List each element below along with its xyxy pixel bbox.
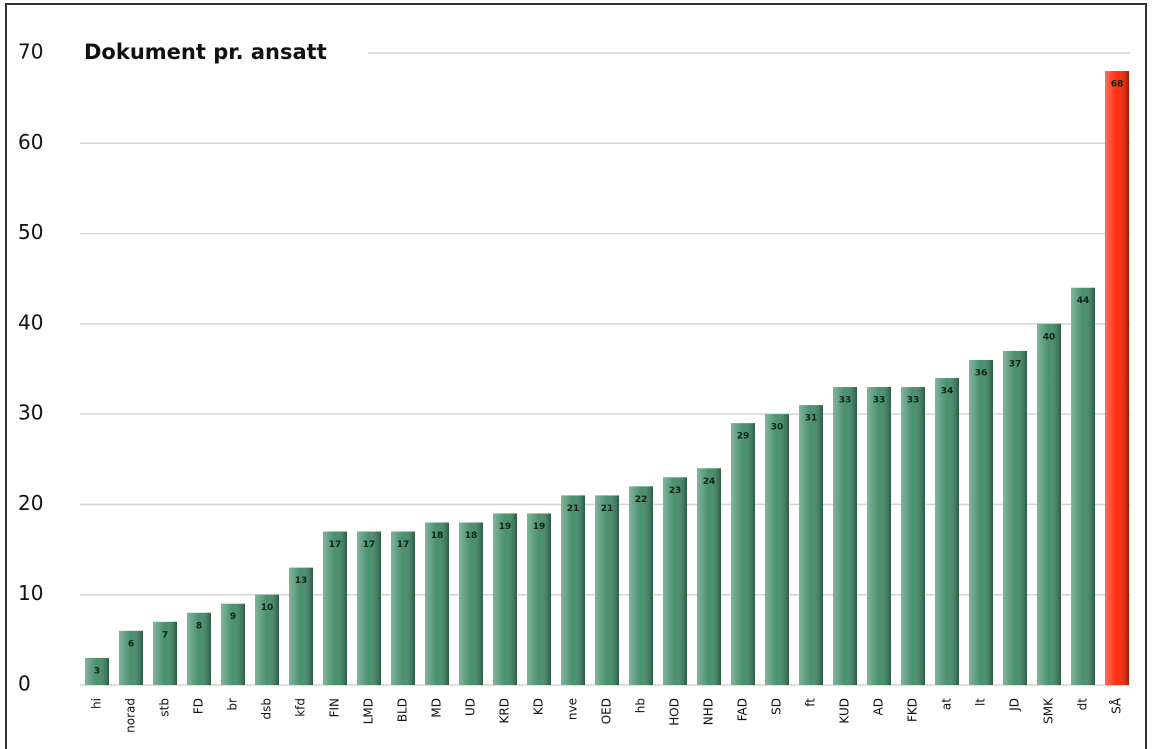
bar <box>323 531 347 685</box>
value-label: 17 <box>329 540 342 550</box>
value-label: 30 <box>771 423 784 433</box>
bar <box>867 387 891 685</box>
x-tick-label: SÅ <box>1109 697 1124 714</box>
value-label: 17 <box>397 540 410 550</box>
x-tick-label: stb <box>158 698 172 717</box>
value-label: 22 <box>635 495 648 505</box>
value-label: 34 <box>941 387 954 397</box>
bar <box>357 531 381 685</box>
frame <box>5 3 1147 749</box>
x-tick-label: at <box>940 698 954 710</box>
y-tick-label: 70 <box>18 40 43 64</box>
bar <box>425 522 449 685</box>
bar <box>1105 71 1129 686</box>
x-tick-label: HOD <box>668 698 682 726</box>
bar <box>935 378 959 685</box>
y-tick-label: 60 <box>18 130 43 154</box>
bar <box>595 495 619 685</box>
x-tick-label: BLD <box>396 698 410 722</box>
bar <box>493 513 517 685</box>
bar <box>459 522 483 685</box>
x-tick-label: hb <box>634 698 648 713</box>
value-label: 33 <box>839 396 852 406</box>
bar <box>901 387 925 685</box>
bar <box>1071 287 1095 685</box>
chart-title: Dokument pr. ansatt <box>84 40 327 64</box>
value-label: 13 <box>295 576 308 586</box>
x-tick-label: br <box>226 698 240 711</box>
value-label: 37 <box>1009 359 1022 369</box>
x-tick-label: KRD <box>498 698 512 723</box>
value-label: 21 <box>601 504 614 514</box>
value-label: 36 <box>975 368 988 378</box>
bar <box>629 486 653 685</box>
x-tick-label: dsb <box>260 698 274 720</box>
x-tick-label: SD <box>770 698 784 715</box>
value-label: 68 <box>1111 80 1124 90</box>
bar <box>391 531 415 685</box>
x-tick-label: norad <box>124 698 138 733</box>
bar <box>697 468 721 685</box>
value-label: 18 <box>465 531 478 541</box>
value-label: 3 <box>94 666 100 676</box>
x-tick-label: nve <box>566 698 580 720</box>
x-tick-label: SMK <box>1042 697 1056 724</box>
bar <box>765 414 789 685</box>
x-tick-label: FIN <box>328 698 342 717</box>
x-tick-label: UD <box>464 698 478 716</box>
value-label: 7 <box>162 630 168 640</box>
x-tick-label: FKD <box>906 698 920 722</box>
value-label: 33 <box>907 396 920 406</box>
x-tick-label: MD <box>430 698 444 718</box>
value-label: 24 <box>703 477 716 487</box>
value-label: 19 <box>533 522 546 532</box>
x-tick-label: lt <box>974 698 988 706</box>
bar <box>1003 350 1027 685</box>
x-tick-label: kfd <box>294 698 308 717</box>
x-tick-label: LMD <box>362 698 376 724</box>
value-label: 31 <box>805 414 818 424</box>
y-tick-label: 20 <box>18 491 43 515</box>
value-label: 40 <box>1043 332 1056 342</box>
x-tick-label: dt <box>1076 698 1090 711</box>
x-tick-label: FAD <box>736 698 750 721</box>
x-tick-label: KUD <box>838 698 852 724</box>
value-label: 29 <box>737 432 750 442</box>
value-label: 19 <box>499 522 512 532</box>
x-tick-label: KD <box>532 698 546 715</box>
bar <box>799 405 823 685</box>
bar <box>663 477 687 685</box>
x-tick-label: ft <box>804 698 818 707</box>
x-tick-label: JD <box>1008 698 1022 712</box>
bar <box>969 359 993 685</box>
x-tick-label: OED <box>600 698 614 724</box>
y-tick-label: 30 <box>18 401 43 425</box>
x-tick-label: AD <box>872 698 886 715</box>
bar <box>561 495 585 685</box>
title-bg <box>76 36 368 70</box>
value-label: 10 <box>261 603 274 613</box>
y-tick-label: 50 <box>18 220 43 244</box>
value-label: 8 <box>196 621 202 631</box>
value-label: 9 <box>230 612 236 622</box>
y-tick-label: 40 <box>18 310 43 334</box>
value-label: 33 <box>873 396 886 406</box>
value-label: 23 <box>669 486 682 496</box>
value-label: 18 <box>431 531 444 541</box>
value-label: 21 <box>567 504 580 514</box>
x-tick-label: NHD <box>702 698 716 725</box>
bar <box>731 423 755 685</box>
bar <box>1037 323 1061 685</box>
x-tick-label: hi <box>90 698 104 709</box>
y-tick-label: 0 <box>18 672 31 696</box>
x-tick-label: FD <box>192 698 206 714</box>
value-label: 44 <box>1077 296 1090 306</box>
value-label: 6 <box>128 639 134 649</box>
y-tick-label: 10 <box>18 581 43 605</box>
value-label: 17 <box>363 540 376 550</box>
bar <box>833 387 857 685</box>
bar <box>527 513 551 685</box>
